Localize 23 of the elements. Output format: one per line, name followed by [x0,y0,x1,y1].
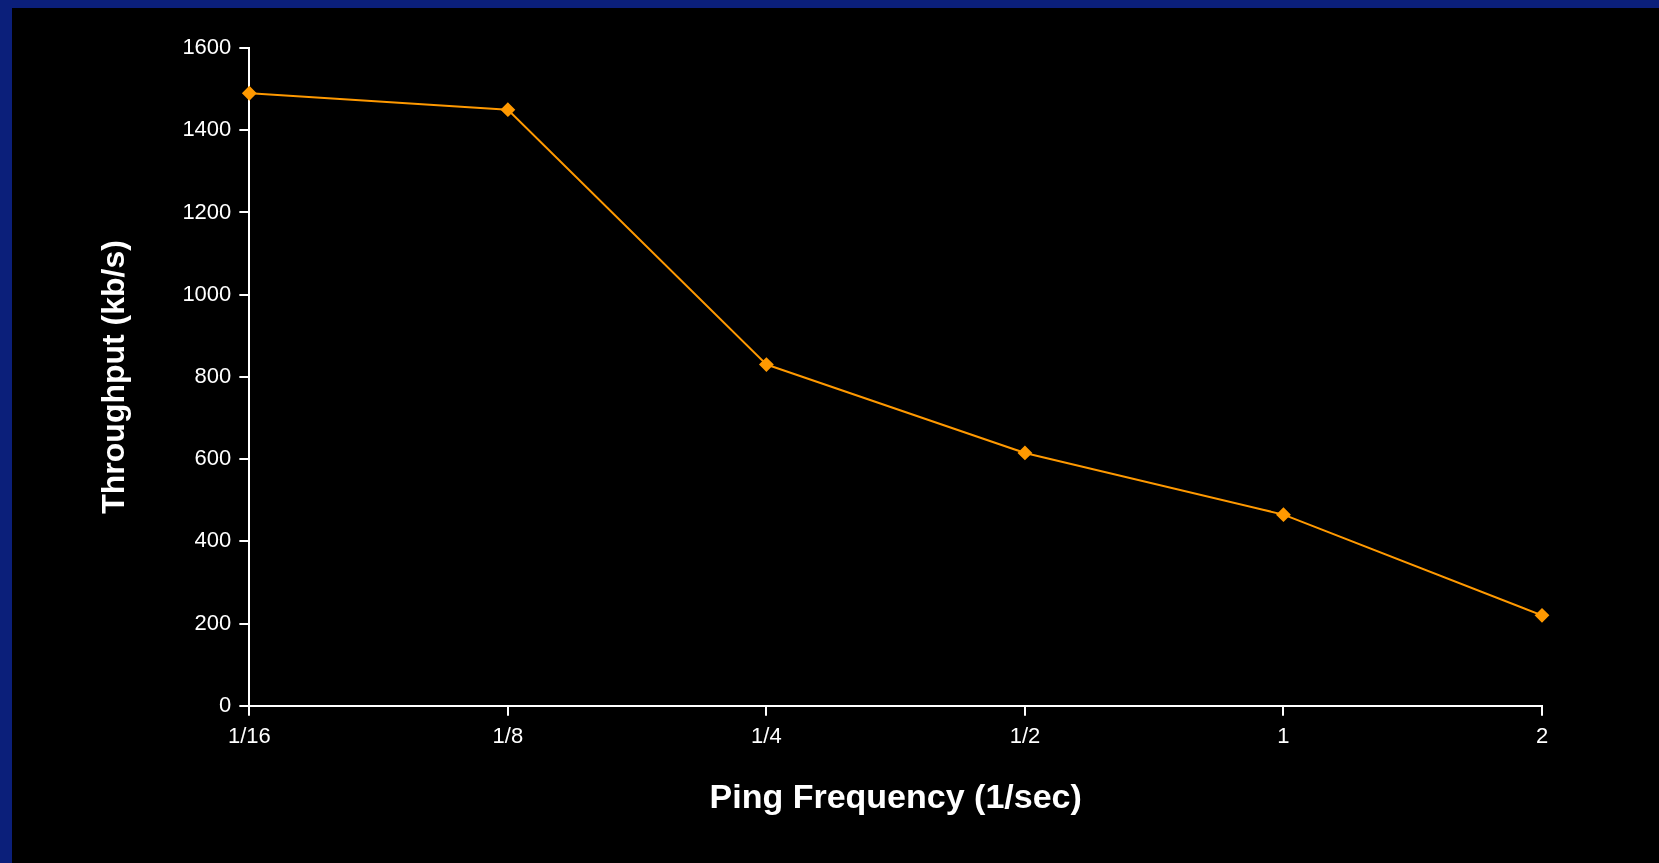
x-axis-title: Ping Frequency (1/sec) [709,776,1082,815]
point [500,102,515,117]
y-tick-label: 200 [194,609,232,635]
y-tick-label: 1200 [182,198,232,224]
x-tick-label: 1/4 [751,723,782,749]
x-tick-label: 1/16 [227,723,271,749]
y-tick-label: 1000 [182,280,232,306]
y-axis-title: Throughput (kb/s) [95,240,132,514]
y-tick-label: 0 [219,691,232,717]
point [1017,445,1032,460]
point [1276,507,1291,522]
y-tick-label: 1400 [182,116,232,142]
x-tick-label: 1 [1277,723,1290,749]
point [1535,608,1549,623]
y-tick-label: 800 [194,362,232,388]
point [242,86,257,101]
x-tick-label: 1/2 [1009,723,1041,749]
y-tick-label: 600 [194,445,232,471]
point [759,357,774,372]
x-tick-label: 2 [1535,723,1549,749]
x-tick-label: 1/8 [492,723,524,749]
y-tick-label: 400 [194,527,232,553]
y-tick-label: 1600 [182,34,232,60]
